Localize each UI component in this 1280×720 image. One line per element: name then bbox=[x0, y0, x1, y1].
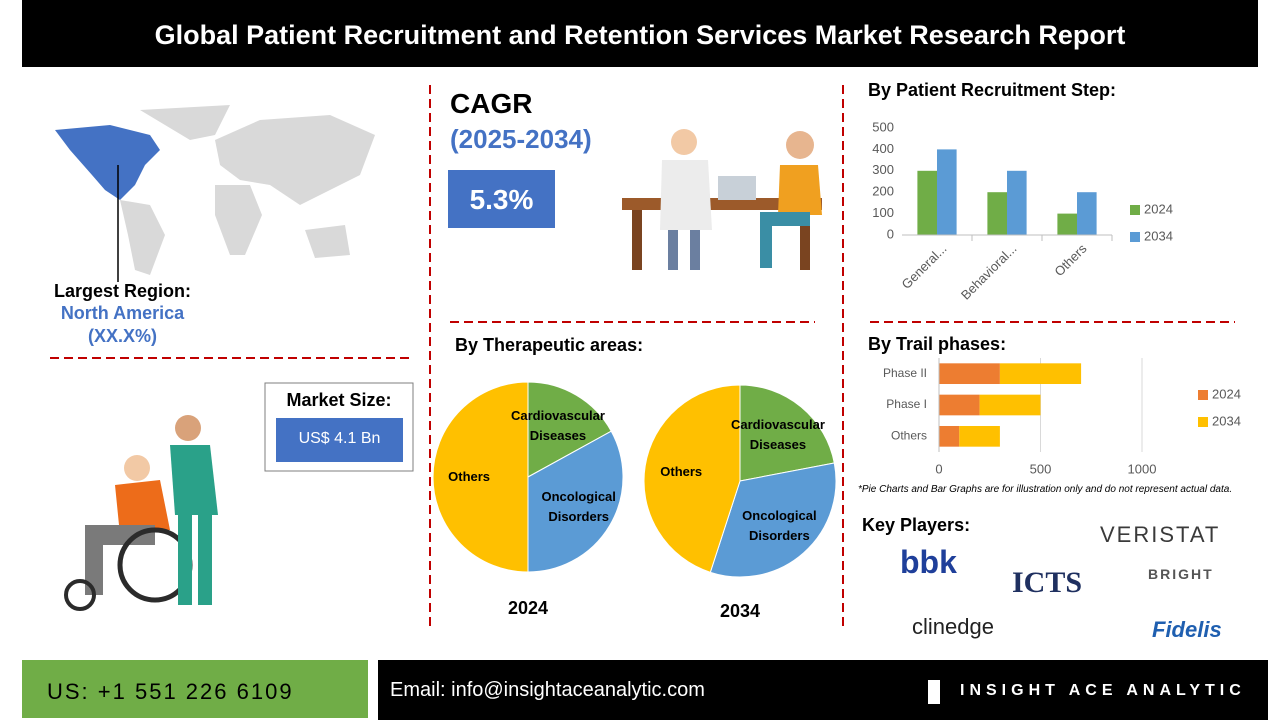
slice-label: Oncological Disorders bbox=[742, 507, 817, 543]
legend-label: 2034 bbox=[1144, 228, 1173, 243]
pie-year: 2024 bbox=[507, 598, 549, 618]
pie-slice bbox=[527, 430, 624, 573]
market-size-value: US$ 4.1 Bn bbox=[298, 430, 381, 447]
cagr-label: CAGR bbox=[450, 88, 533, 119]
world-map bbox=[120, 105, 375, 275]
legend-swatch bbox=[1198, 390, 1208, 400]
cagr-period: (2025-2034) bbox=[450, 124, 592, 154]
y-tick-label: Phase II bbox=[883, 366, 927, 380]
x-tick-label: Others bbox=[1051, 241, 1090, 280]
page-title: Global Patient Recruitment and Retention… bbox=[154, 20, 1126, 50]
cagr-box bbox=[448, 170, 555, 228]
pie-slice bbox=[643, 384, 741, 573]
pie-slice bbox=[432, 381, 529, 573]
section-title: By Therapeutic areas: bbox=[455, 335, 644, 355]
logo: BRIGHT bbox=[1148, 566, 1214, 582]
chart-title: By Trail phases: bbox=[868, 334, 1007, 354]
email: Email: info@insightaceanalytic.com bbox=[390, 679, 705, 701]
legend-label: 2024 bbox=[1144, 201, 1173, 216]
legend-label: 2024 bbox=[1212, 386, 1241, 401]
bar-segment bbox=[939, 394, 980, 416]
slice-label: Others bbox=[448, 469, 491, 484]
region-name: North America bbox=[60, 303, 185, 323]
y-tick-label: Others bbox=[891, 429, 927, 443]
pie-slice bbox=[527, 381, 612, 478]
pie-slice bbox=[709, 462, 837, 578]
brand-icon bbox=[928, 680, 940, 704]
bar bbox=[1057, 213, 1077, 235]
x-tick-label: 500 bbox=[1030, 461, 1052, 476]
disclaimer: *Pie Charts and Bar Graphs are for illus… bbox=[858, 484, 1233, 495]
care-illustration bbox=[64, 415, 218, 611]
bar-segment bbox=[939, 425, 960, 447]
x-tick-label: General... bbox=[899, 241, 950, 292]
logo: ICTS bbox=[1012, 566, 1083, 599]
slice-label: Others bbox=[660, 463, 703, 479]
bar bbox=[987, 192, 1007, 235]
legend-swatch bbox=[1198, 417, 1208, 427]
legend-swatch bbox=[1130, 232, 1140, 242]
legend-label: 2034 bbox=[1212, 413, 1241, 428]
y-tick-label: Phase I bbox=[886, 397, 927, 411]
region-label: Largest Region: bbox=[53, 281, 191, 301]
y-tick-label: 400 bbox=[872, 141, 894, 156]
y-tick-label: 200 bbox=[872, 184, 894, 199]
bar bbox=[937, 149, 957, 235]
email-bar bbox=[378, 660, 1268, 720]
logo: VERISTAT bbox=[1100, 522, 1221, 547]
phone: US: +1 551 226 6109 bbox=[47, 679, 294, 704]
north-america bbox=[55, 125, 160, 200]
logo: clinedge bbox=[912, 614, 994, 639]
bar-segment bbox=[939, 363, 1000, 385]
slice-label: Cardiovascular Diseases bbox=[511, 408, 605, 444]
brand: INSIGHT ACE ANALYTIC bbox=[960, 682, 1246, 699]
dividers bbox=[50, 85, 1235, 628]
chart-title: By Patient Recruitment Step: bbox=[868, 80, 1117, 100]
y-tick-label: 0 bbox=[887, 226, 894, 241]
region-share: (XX.X%) bbox=[87, 326, 157, 346]
consultation-illustration bbox=[622, 129, 822, 270]
legend-swatch bbox=[1130, 205, 1140, 215]
logo: bbk bbox=[900, 544, 957, 580]
bar bbox=[1007, 170, 1027, 235]
slice-label: Cardiovascular Diseases bbox=[730, 417, 825, 453]
slice-label: Oncological Disorders bbox=[541, 488, 616, 524]
bar bbox=[917, 170, 937, 235]
bar-segment bbox=[999, 363, 1082, 385]
market-size-label: Market Size: bbox=[286, 390, 392, 410]
x-tick-label: Behavioral... bbox=[958, 241, 1020, 303]
y-tick-label: 300 bbox=[872, 162, 894, 177]
phone-bar bbox=[22, 660, 368, 718]
cagr-value: 5.3% bbox=[469, 184, 534, 215]
header-bar bbox=[22, 0, 1258, 67]
bar-segment bbox=[979, 394, 1041, 416]
key-players-title: Key Players: bbox=[862, 515, 971, 535]
y-tick-label: 500 bbox=[872, 119, 894, 134]
x-tick-label: 0 bbox=[935, 461, 942, 476]
bar bbox=[1077, 192, 1097, 235]
logo: Fidelis bbox=[1152, 617, 1222, 642]
pie-slice bbox=[739, 384, 835, 482]
market-size-value-box bbox=[276, 418, 403, 462]
x-tick-label: 1000 bbox=[1128, 461, 1157, 476]
pie-year: 2034 bbox=[719, 601, 761, 621]
y-tick-label: 100 bbox=[872, 205, 894, 220]
bar-segment bbox=[959, 425, 1000, 447]
